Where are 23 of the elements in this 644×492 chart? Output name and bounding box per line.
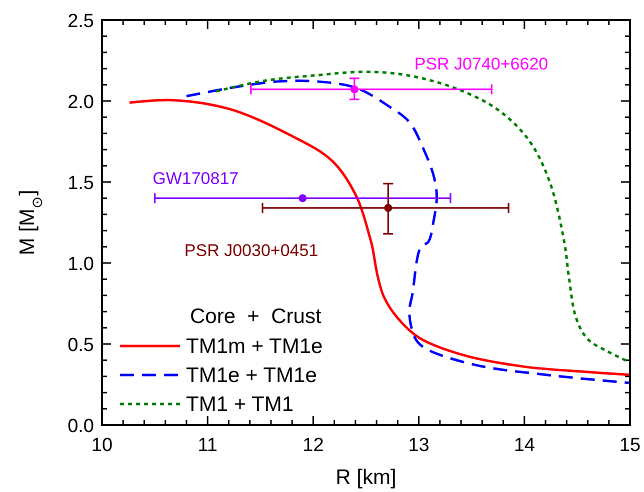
y-tick-label: 1.5 bbox=[68, 173, 94, 194]
point bbox=[384, 204, 392, 212]
x-tick-label: 11 bbox=[198, 435, 218, 456]
legend-label: TM1e + TM1e bbox=[186, 364, 317, 387]
x-axis-title: R [km] bbox=[336, 466, 396, 489]
y-tick-label: 1.0 bbox=[68, 254, 94, 275]
x-tick-label: 14 bbox=[514, 435, 536, 456]
x-tick-label: 12 bbox=[302, 435, 324, 456]
point bbox=[298, 194, 307, 202]
legend-label: TM1m + TM1e bbox=[186, 335, 323, 358]
text: PSR J0740+6620 bbox=[414, 54, 548, 74]
y-tick-label: 0.0 bbox=[68, 416, 94, 437]
point bbox=[350, 85, 358, 94]
y-tick-label: 2.5 bbox=[68, 11, 94, 32]
x-tick-label: 10 bbox=[91, 435, 113, 456]
y-tick-label: 0.5 bbox=[68, 335, 94, 356]
legend-label: TM1 + TM1 bbox=[186, 393, 294, 416]
x-tick-label: 15 bbox=[619, 435, 641, 456]
x-tick-label: 13 bbox=[408, 435, 430, 456]
text: GW170817 bbox=[152, 169, 239, 188]
y-tick-label: 2.0 bbox=[68, 92, 94, 113]
legend-title: Core + Crust bbox=[190, 305, 322, 328]
text: PSR J0030+0451 bbox=[184, 240, 318, 260]
